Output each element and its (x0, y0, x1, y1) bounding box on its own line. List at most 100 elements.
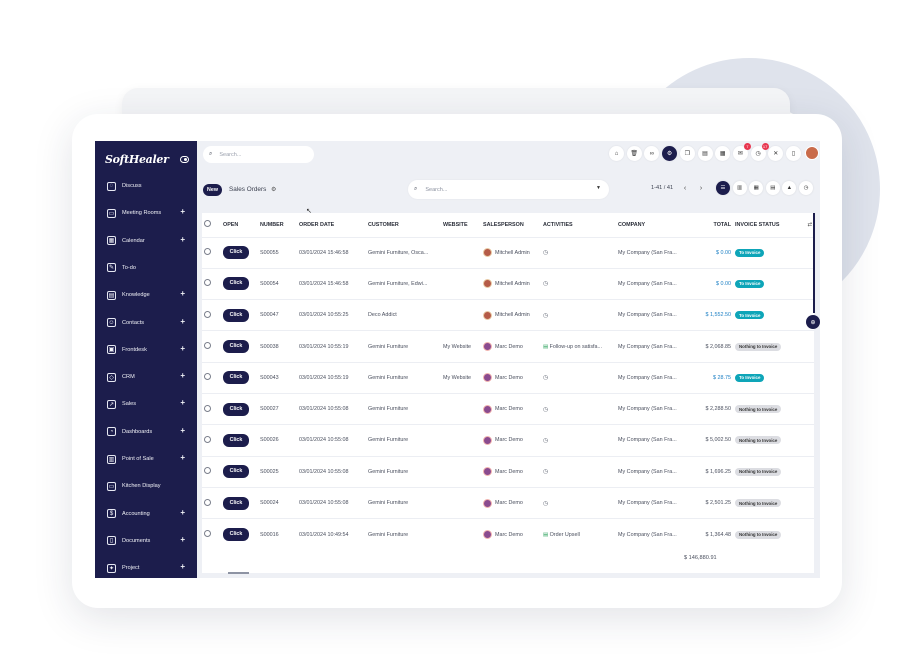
pager-value[interactable]: 1-41 / 41 (651, 185, 674, 191)
open-click-button[interactable]: Click (223, 246, 249, 260)
tools-icon[interactable]: ✕ (768, 146, 784, 161)
sidebar-expand-plus-icon[interactable]: + (180, 562, 185, 572)
row-checkbox[interactable] (202, 267, 221, 300)
sidebar-expand-plus-icon[interactable]: + (180, 398, 185, 408)
list-view-icon[interactable]: ☰ (716, 181, 730, 195)
activity-clock-icon[interactable]: ◷ (543, 250, 549, 257)
calculator-icon[interactable]: ▦ (715, 146, 731, 161)
open-click-button[interactable]: Click (223, 371, 249, 385)
activity-clock-icon[interactable]: ◷ (543, 281, 549, 288)
activity-clock-icon[interactable]: ◷ (543, 469, 549, 476)
global-search-input[interactable]: ⌕ Search... (203, 146, 314, 163)
open-click-button[interactable]: Click (223, 465, 249, 479)
row-checkbox[interactable] (202, 236, 221, 269)
row-checkbox[interactable] (202, 330, 221, 363)
sidebar-item-calendar[interactable]: ▦ Calendar + (95, 232, 197, 250)
table-row[interactable]: Click S00055 03/01/2024 15:46:58 Gemini Fur… (202, 236, 814, 269)
zoom-icon[interactable]: ⊕ (806, 315, 820, 329)
breadcrumb[interactable]: Sales Orders (229, 186, 267, 193)
activity-clock-icon[interactable]: ◷ (543, 437, 549, 444)
new-button[interactable]: New (203, 184, 222, 196)
document-icon[interactable]: ▯ (786, 146, 801, 161)
activity-clock-icon[interactable]: ◷ (543, 500, 549, 507)
open-click-button[interactable]: Click (223, 308, 249, 322)
pager-next-button[interactable]: › (699, 184, 703, 192)
open-click-button[interactable]: Click (223, 402, 249, 416)
row-checkbox[interactable] (202, 392, 221, 425)
table-row[interactable]: Click S00016 03/01/2024 10:49:54 Gemini Fur… (202, 518, 814, 550)
sidebar-expand-plus-icon[interactable]: + (180, 453, 185, 462)
column-header-website[interactable]: WEBSITE (443, 221, 468, 228)
table-row[interactable]: Click S00054 03/01/2024 15:46:58 Gemini Fur… (202, 267, 814, 300)
user-avatar[interactable] (805, 146, 819, 160)
list-search-input[interactable]: ⌕ Search... ▼ (408, 180, 609, 199)
sidebar-item-frontdesk[interactable]: ▣ Frontdesk + (95, 341, 197, 359)
table-row[interactable]: Click S00047 03/01/2024 10:55:25 Deco Addic… (202, 299, 814, 331)
activity-view-icon[interactable]: ◷ (799, 181, 813, 195)
sidebar-toggle-icon[interactable] (180, 156, 189, 163)
open-click-button[interactable]: Click (223, 340, 249, 354)
sidebar-expand-plus-icon[interactable]: + (180, 425, 185, 435)
clipboard-icon[interactable]: ▤ (697, 146, 713, 161)
column-header-open[interactable]: OPEN (223, 221, 239, 228)
activity-summary[interactable]: Follow-up on satisfa... (549, 343, 603, 350)
column-header-company[interactable]: COMPANY (618, 221, 646, 228)
sidebar-expand-plus-icon[interactable]: + (180, 343, 185, 353)
sidebar-item-accounting[interactable]: $ Accounting + (95, 505, 197, 523)
open-click-button[interactable]: Click (223, 528, 249, 542)
sidebar-item-dashboards[interactable]: ◔ Dashboards + (95, 423, 197, 441)
sidebar-item-point-of-sale[interactable]: ▥ Point of Sale + (95, 450, 197, 468)
table-row[interactable]: Click S00025 03/01/2024 10:55:08 Gemini Fur… (202, 455, 814, 488)
sidebar-item-kitchen-display[interactable]: ▭ Kitchen Display (95, 477, 197, 495)
column-header-number[interactable]: NUMBER (260, 221, 284, 228)
sidebar-expand-plus-icon[interactable]: + (180, 316, 185, 326)
messages-icon[interactable]: ✉ 7 (732, 143, 751, 161)
sidebar-expand-plus-icon[interactable]: + (180, 207, 185, 217)
sidebar-expand-plus-icon[interactable]: + (180, 507, 185, 517)
sidebar-expand-plus-icon[interactable]: + (180, 534, 185, 544)
column-header-invoice-status[interactable]: INVOICE STATUS ⇄ (733, 213, 814, 237)
activity-icon[interactable]: ◷ 17 (750, 143, 769, 161)
open-click-button[interactable]: Click (223, 433, 249, 447)
table-row[interactable]: Click S00043 03/01/2024 10:55:19 Gemini Fur… (202, 361, 814, 394)
sidebar-expand-plus-icon[interactable]: + (180, 289, 185, 299)
sidebar-item-sales[interactable]: ↗ Sales + (95, 395, 197, 413)
home-icon[interactable]: ⌂ (609, 146, 624, 161)
activity-clock-icon[interactable]: ◷ (543, 375, 549, 382)
table-row[interactable]: Click S00024 03/01/2024 10:55:08 Gemini Fur… (202, 486, 814, 519)
pager-prev-button[interactable]: ‹ (683, 184, 687, 192)
open-click-button[interactable]: Click (223, 496, 249, 510)
copy-icon[interactable]: ❐ (679, 146, 695, 161)
breadcrumb-settings-icon[interactable]: ⚙ (271, 187, 277, 193)
sidebar-expand-plus-icon[interactable]: + (180, 371, 185, 381)
sidebar-expand-plus-icon[interactable]: + (180, 234, 185, 244)
table-row[interactable]: Click S00027 03/01/2024 10:55:08 Gemini Fur… (202, 392, 814, 425)
app-logo[interactable]: SoftHealer (105, 153, 169, 166)
sidebar-item-documents[interactable]: ▯ Documents + (95, 532, 197, 550)
sidebar-item-crm[interactable]: ◇ CRM + (95, 368, 197, 386)
calendar-view-icon[interactable]: ▦ (749, 181, 764, 195)
column-header-salesperson[interactable]: SALESPERSON (483, 221, 524, 228)
activity-summary[interactable]: Order Upsell (549, 531, 580, 538)
open-click-button[interactable]: Click (223, 277, 249, 291)
sidebar-item-knowledge[interactable]: ▤ Knowledge + (95, 286, 197, 304)
trash-icon[interactable]: 🗑 (626, 146, 642, 161)
sidebar-item-meeting-rooms[interactable]: ▭ Meeting Rooms + (95, 204, 197, 222)
link-icon[interactable]: ∞ (644, 146, 660, 161)
row-checkbox[interactable] (202, 518, 221, 550)
activity-clock-icon[interactable]: ◷ (543, 312, 549, 319)
vertical-scrollbar[interactable] (813, 213, 815, 313)
sidebar-item-to-do[interactable]: ✎ To-do (95, 259, 197, 277)
row-checkbox[interactable] (202, 486, 221, 519)
horizontal-scrollbar[interactable] (228, 572, 249, 574)
sidebar-item-contacts[interactable]: ☺ Contacts + (95, 314, 197, 332)
column-header-order-date[interactable]: ORDER DATE (299, 221, 335, 228)
row-checkbox[interactable] (202, 299, 221, 331)
activity-clock-icon[interactable]: ◷ (543, 406, 549, 413)
sidebar-item-discuss[interactable]: ◌ Discuss (95, 177, 197, 195)
pivot-view-icon[interactable]: ▤ (765, 181, 780, 195)
column-header-activities[interactable]: ACTIVITIES (543, 221, 573, 228)
table-row[interactable]: Click S00026 03/01/2024 10:55:08 Gemini Fur… (202, 424, 814, 457)
column-header-total[interactable]: TOTAL (713, 221, 731, 228)
column-settings-icon[interactable]: ⇄ (807, 221, 812, 228)
